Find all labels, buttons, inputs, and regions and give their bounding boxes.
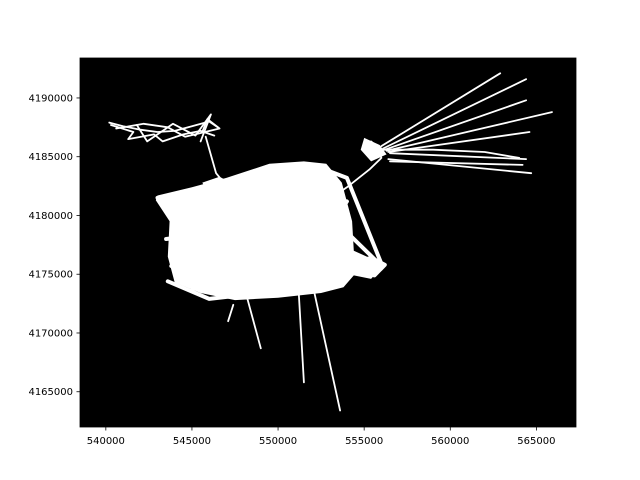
track-line-24 (171, 185, 329, 232)
track-line-11 (246, 296, 262, 350)
track-line-4 (385, 111, 553, 152)
y-axis: 4165000 4170000 4175000 4180000 4185000 41900… (28, 93, 80, 398)
track-line-29 (353, 255, 387, 278)
y-tick-label: 4170000 (28, 328, 73, 339)
track-line-0 (325, 140, 383, 210)
track-line-8 (387, 158, 533, 175)
track-line-28 (189, 207, 346, 293)
track-lines (108, 72, 553, 412)
track-line-19 (155, 162, 384, 266)
x-tick-label: 555000 (345, 436, 383, 447)
track-line-1 (380, 72, 502, 148)
track-line-20 (165, 201, 380, 265)
track-line-23 (165, 274, 343, 301)
track-line-13 (313, 290, 342, 412)
y-tick-label: 4180000 (28, 211, 73, 222)
axes-frame (79, 57, 577, 428)
track-line-3 (383, 99, 527, 151)
track-line-9 (378, 148, 521, 159)
track-line-12 (297, 290, 305, 384)
track-line-5 (387, 131, 531, 153)
x-tick-label: 560000 (431, 436, 469, 447)
y-tick-label: 4190000 (28, 93, 73, 104)
x-tick-label: 550000 (259, 436, 297, 447)
track-line-14 (204, 135, 235, 195)
track-line-6 (389, 152, 527, 161)
track-line-10 (227, 303, 235, 323)
x-axis: 540000 545000 550000 555000 560000 565000 (87, 427, 555, 447)
track-line-18 (135, 113, 212, 143)
x-tick-label: 540000 (87, 436, 125, 447)
track-line-25 (176, 247, 358, 272)
track-line-2 (382, 78, 527, 150)
track-line-26 (207, 174, 349, 246)
y-tick-label: 4165000 (28, 387, 73, 398)
y-tick-label: 4185000 (28, 152, 73, 163)
x-tick-label: 565000 (517, 436, 555, 447)
track-line-27 (181, 202, 336, 290)
x-tick-label: 545000 (173, 436, 211, 447)
y-tick-label: 4175000 (28, 270, 73, 281)
